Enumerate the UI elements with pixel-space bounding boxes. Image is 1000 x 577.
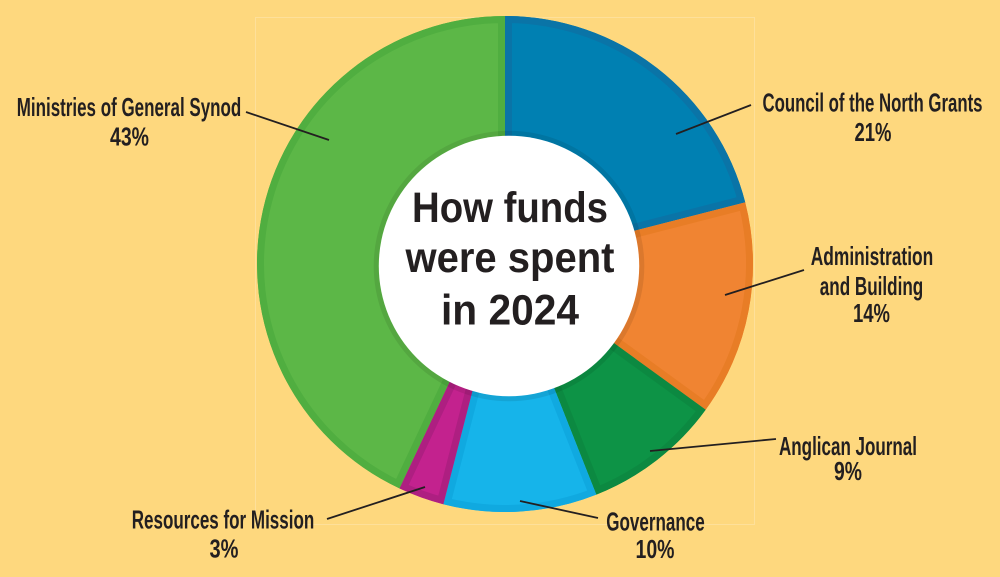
svg-text:14%: 14% xyxy=(853,298,890,328)
svg-text:How funds: How funds xyxy=(412,185,608,232)
svg-text:Resources for Mission: Resources for Mission xyxy=(132,505,315,535)
svg-text:Governance: Governance xyxy=(606,507,705,537)
svg-text:3%: 3% xyxy=(210,534,239,564)
svg-text:Anglican Journal: Anglican Journal xyxy=(779,431,917,461)
svg-text:10%: 10% xyxy=(636,534,675,564)
svg-text:in 2024: in 2024 xyxy=(441,288,579,335)
svg-text:Council of the North Grants: Council of the North Grants xyxy=(763,88,983,118)
svg-text:21%: 21% xyxy=(855,117,892,147)
svg-text:and Building: and Building xyxy=(820,271,924,301)
svg-text:Ministries of General Synod: Ministries of General Synod xyxy=(17,92,242,122)
svg-text:Administration: Administration xyxy=(811,241,934,271)
svg-text:43%: 43% xyxy=(110,122,149,152)
svg-text:9%: 9% xyxy=(834,456,862,486)
svg-text:were spent: were spent xyxy=(405,235,615,282)
